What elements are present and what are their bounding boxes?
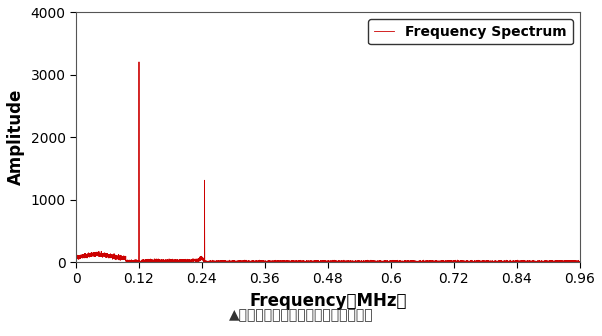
- Text: ▲输气／液管道流量检测信号的频谱图: ▲输气／液管道流量检测信号的频谱图: [229, 308, 373, 323]
- Frequency Spectrum: [102, 252, 110, 256]
- Frequency Spectrum: [550, 259, 557, 263]
- Y-axis label: Amplitude: Amplitude: [7, 89, 25, 185]
- Frequency Spectrum: [93, 252, 101, 256]
- Frequency Spectrum: [135, 60, 143, 64]
- Legend: Frequency Spectrum: Frequency Spectrum: [368, 19, 573, 44]
- Frequency Spectrum: [75, 254, 82, 258]
- Frequency Spectrum: [318, 259, 326, 263]
- X-axis label: Frequency（MHz）: Frequency（MHz）: [249, 292, 406, 310]
- Frequency Spectrum: [171, 259, 178, 263]
- Frequency Spectrum: [204, 260, 211, 264]
- Frequency Spectrum: [72, 255, 79, 259]
- Frequency Spectrum: [576, 259, 583, 263]
- Line: Frequency Spectrum: Frequency Spectrum: [76, 62, 580, 262]
